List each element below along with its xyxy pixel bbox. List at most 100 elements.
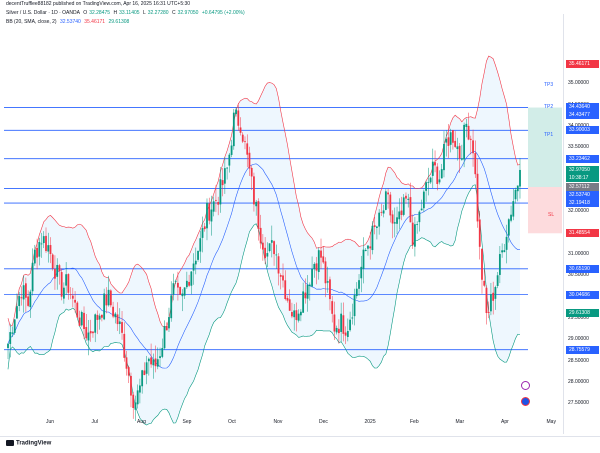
price-axis-label: 28.75579 <box>566 345 599 354</box>
candle-body <box>337 328 340 334</box>
candle-body <box>141 370 144 387</box>
candle-body <box>498 254 501 275</box>
candle-body <box>170 295 173 319</box>
candle-body <box>118 321 121 325</box>
candle-body <box>362 249 365 269</box>
candle-body <box>7 343 9 349</box>
candle-body <box>130 375 132 396</box>
candle-body <box>483 280 486 286</box>
candle-body <box>465 123 468 127</box>
sl-label: SL <box>548 212 555 218</box>
candle-body <box>203 226 206 230</box>
candle-body <box>208 203 211 221</box>
price-tick-label: 28.50000 <box>568 357 589 364</box>
candle-body <box>329 279 331 300</box>
candle-body <box>127 367 130 376</box>
candle-body <box>80 312 83 326</box>
candle-body <box>402 197 405 215</box>
price-tick-label: 28.00000 <box>568 378 589 385</box>
candle-body <box>369 246 372 249</box>
price-axis[interactable] <box>563 14 600 434</box>
candle-body <box>389 194 392 216</box>
time-tick-label: Aug <box>137 419 146 425</box>
candle-body <box>304 292 307 299</box>
us-flag-event-icon[interactable] <box>521 397 530 406</box>
bb-lower-line <box>7 184 521 426</box>
candle-body <box>510 214 512 221</box>
price-tick-label: 27.50000 <box>568 400 589 407</box>
candle-body <box>351 317 354 319</box>
candle-body <box>288 299 291 311</box>
candle-body <box>134 402 137 410</box>
candle-body <box>411 222 414 246</box>
price-axis-label: 33.23462 <box>566 154 599 163</box>
candle-body <box>277 256 280 274</box>
candle-body <box>194 260 197 265</box>
time-tick-label: Feb <box>410 419 419 425</box>
candle-body <box>431 161 434 176</box>
candle-body <box>74 299 76 303</box>
candle-body <box>380 211 383 213</box>
candle-body <box>268 243 271 252</box>
candle-body <box>60 272 63 297</box>
candle-body <box>478 219 481 247</box>
candle-body <box>398 211 401 220</box>
candle-body <box>161 347 164 357</box>
candle-body <box>472 140 474 154</box>
candle-body <box>114 313 117 318</box>
candle-body <box>29 291 32 308</box>
candle-body <box>94 314 97 333</box>
candle-body <box>358 280 360 289</box>
symbol-legend[interactable]: Silver / U.S. Dollar · 1D · OANDA O 32.28… <box>6 10 247 17</box>
candle-body <box>219 179 222 205</box>
candle-body <box>217 201 220 205</box>
candle-body <box>512 201 515 217</box>
candle-body <box>62 287 65 299</box>
candle-body <box>353 295 356 317</box>
tradingview-logo[interactable]: TradingView <box>6 440 51 447</box>
time-tick-label: Dec <box>319 419 328 425</box>
indicator-legend[interactable]: BB (20, SMA, close, 2) 32.53740 35.46171… <box>6 19 131 26</box>
price-axis-label: 33.90003 <box>566 126 599 135</box>
candle-body <box>147 358 150 362</box>
candle-body <box>427 182 430 183</box>
candle-body <box>476 173 479 222</box>
candle-body <box>188 281 191 286</box>
ohlc-close: 32.97050 <box>177 10 199 16</box>
candle-body <box>469 138 472 140</box>
candle-body <box>438 179 441 183</box>
candle-body <box>405 195 407 199</box>
candle-body <box>311 268 313 287</box>
candle-body <box>96 314 99 320</box>
price-axis-label: 31.48554 <box>566 229 599 238</box>
candle-body <box>409 197 412 223</box>
publisher-line: decentTrufflee88182 published on Trading… <box>6 1 191 7</box>
ohlc-high-label: H <box>113 10 118 16</box>
candle-body <box>384 191 387 210</box>
candle-body <box>445 138 448 143</box>
candle-body <box>38 241 41 257</box>
candle-body <box>253 176 255 205</box>
candle-body <box>143 370 146 376</box>
candle-body <box>393 222 396 224</box>
tp3-label: TP3 <box>544 82 554 88</box>
candle-body <box>344 332 347 336</box>
price-axis-label: 32.57112 <box>566 182 599 191</box>
candle-body <box>378 212 381 227</box>
candle-body <box>456 146 459 150</box>
time-tick-label: Oct <box>228 419 236 425</box>
candle-body <box>24 283 27 298</box>
candle-body <box>65 274 68 286</box>
candle-body <box>259 227 262 244</box>
candle-body <box>291 312 293 317</box>
candle-body <box>221 180 224 186</box>
ohlc-high: 33.11405 <box>119 10 140 16</box>
candle-body <box>85 327 88 339</box>
lightning-event-icon[interactable] <box>521 381 530 390</box>
candle-body <box>92 331 94 334</box>
tradingview-logo-icon <box>6 440 14 446</box>
candle-body <box>414 224 416 247</box>
candle-body <box>458 145 461 159</box>
price-tick-label: 30.50000 <box>568 272 589 279</box>
